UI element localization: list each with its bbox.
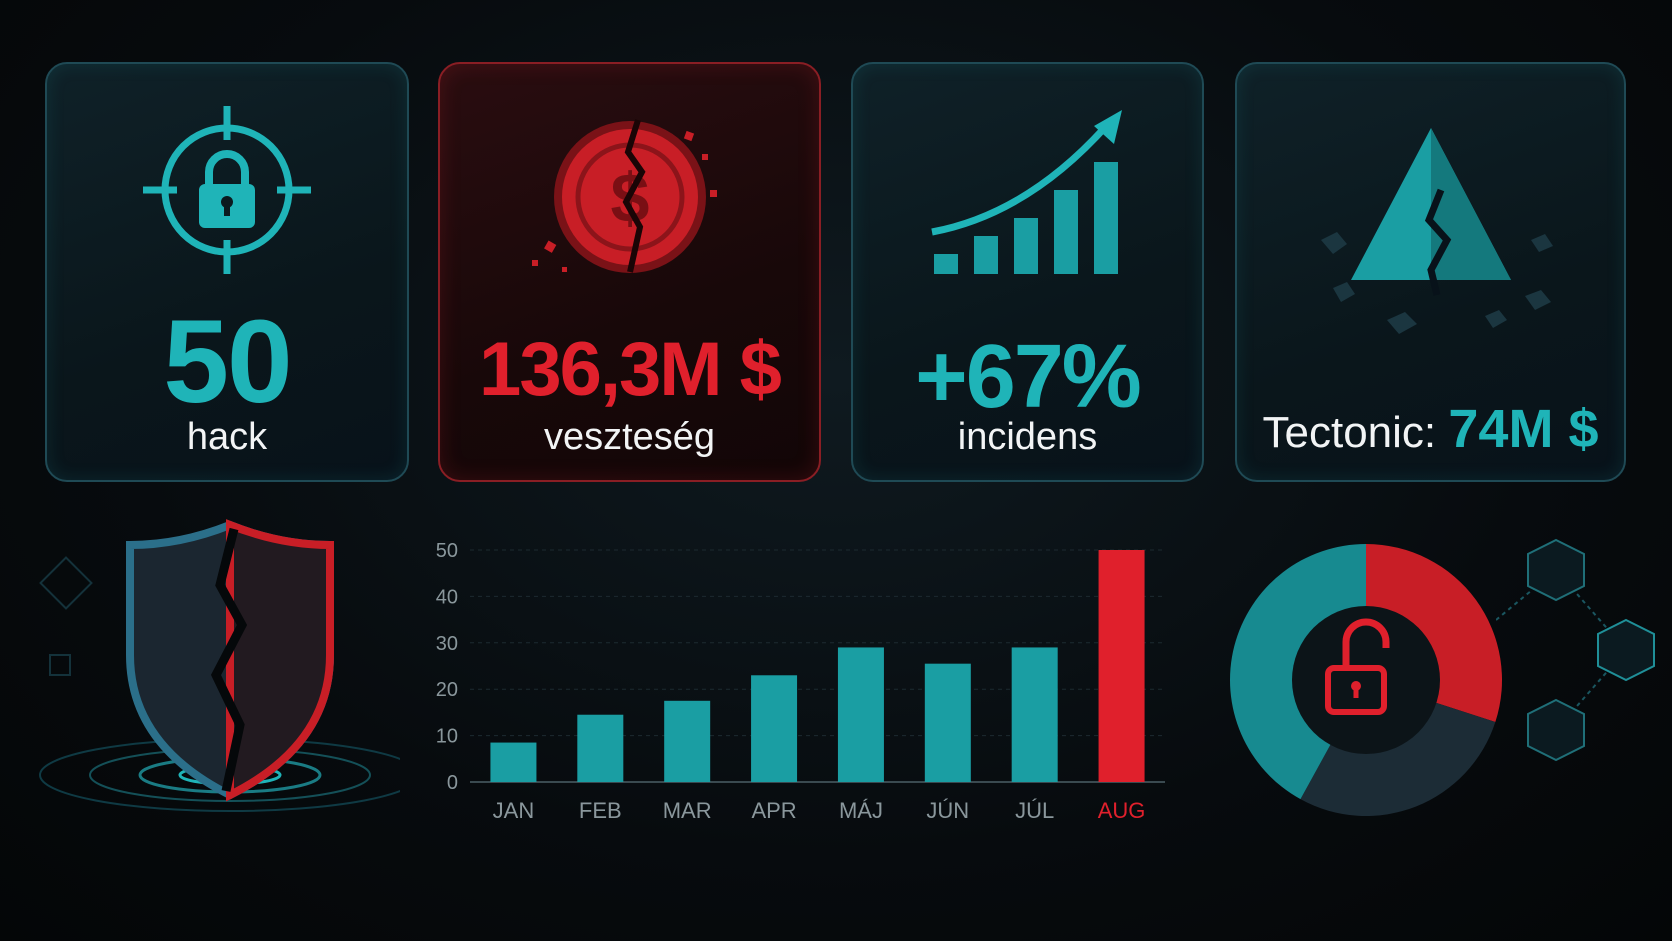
broken-dollar-coin-icon: $ <box>531 119 717 273</box>
bar-máj <box>837 647 884 782</box>
stat-card-tectonic: Tectonic: 74M $ <box>1235 62 1626 482</box>
tectonic-prefix: Tectonic: <box>1262 408 1437 457</box>
bar-mar <box>664 700 711 782</box>
loss-amount: 136,3M $ <box>479 327 782 412</box>
unlocked-padlock-icon <box>1325 618 1390 715</box>
bar-júl <box>1011 647 1058 782</box>
bar-feb <box>577 714 624 782</box>
stat-card-incidents: +67% incidens <box>851 62 1204 482</box>
monthly-hacks-chart: 0 10 20 30 40 50 JAN FEB MAR APR MÁJ JÚN JÚL AUG <box>410 530 1170 830</box>
x-tick-label: APR <box>751 798 796 823</box>
y-tick-label: 50 <box>436 540 458 562</box>
bar-chart-svg: 0 10 20 30 40 50 JAN FEB MAR APR MÁJ JÚN JÚL AUG <box>436 540 1165 823</box>
x-tick-label: JÚL <box>1015 798 1054 823</box>
x-tick-label: JÚN <box>926 798 969 823</box>
hack-label: hack <box>186 416 268 458</box>
x-tick-label: FEB <box>579 798 622 823</box>
incident-change: +67% <box>915 327 1142 427</box>
x-tick-label: MAR <box>663 798 712 823</box>
y-tick-label: 20 <box>436 679 458 701</box>
stat-card-loss: $ 136,3M $ veszteség <box>438 62 821 482</box>
y-tick-label: 40 <box>436 586 458 608</box>
bar-jan <box>490 742 537 782</box>
x-tick-label: AUG <box>1098 798 1146 823</box>
network-cubes-icon <box>1496 538 1655 762</box>
rising-bars-icon <box>930 110 1122 274</box>
incident-label: incidens <box>957 416 1098 458</box>
cracked-pyramid-icon <box>1320 128 1553 334</box>
bar-jún <box>924 663 971 782</box>
y-tick-label: 0 <box>447 772 458 794</box>
bar-apr <box>751 675 798 782</box>
cracked-shield-icon <box>39 519 400 812</box>
loss-label: veszteség <box>543 416 716 458</box>
tectonic-line: Tectonic: 74M $ <box>1237 398 1624 460</box>
bar-aug <box>1098 550 1145 782</box>
stat-card-hacks: 50 hack <box>45 62 409 482</box>
tectonic-amount: 74M $ <box>1448 399 1599 459</box>
lock-target-icon <box>143 106 311 274</box>
y-tick-label: 10 <box>436 726 458 748</box>
y-tick-label: 30 <box>436 633 458 655</box>
incident-donut-chart <box>1230 544 1502 816</box>
x-tick-label: MÁJ <box>839 798 883 823</box>
hack-count: 50 <box>163 296 292 428</box>
x-tick-label: JAN <box>493 798 535 823</box>
